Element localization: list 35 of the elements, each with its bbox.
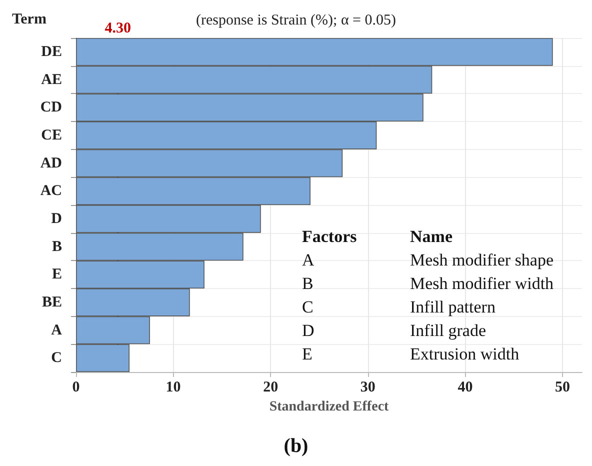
x-tick-label: 0 — [72, 380, 80, 396]
y-axis-title: Term — [12, 12, 47, 28]
chart-title: (response is Strain (%); α = 0.05) — [196, 12, 396, 28]
y-tick-label: C — [51, 350, 62, 366]
y-tick-label: D — [51, 210, 62, 227]
y-tick-label: AC — [40, 183, 62, 200]
y-tick-label: A — [51, 322, 62, 338]
y-tick-label: E — [52, 266, 62, 283]
ref-line-label: 4.30 — [104, 20, 131, 36]
y-tick-label: CE — [41, 127, 62, 144]
x-tick-label: 30 — [360, 380, 376, 396]
x-tick-label: 10 — [166, 380, 181, 396]
y-tick-label: CD — [40, 100, 62, 116]
x-axis-title: Standardized Effect — [269, 399, 390, 414]
annotation: Name — [410, 227, 453, 246]
x-tick-label: 20 — [263, 380, 278, 396]
annotation: E — [302, 344, 312, 364]
annotation: C — [302, 298, 314, 316]
x-tick-label: 50 — [555, 380, 570, 396]
annotation: Infill pattern — [410, 298, 496, 316]
annotation: Mesh modifier shape — [410, 250, 554, 270]
text: (b) — [284, 435, 308, 457]
y-tick-label: AE — [41, 72, 62, 88]
annotation: B — [302, 274, 314, 293]
annotation: Extrusion width — [410, 344, 520, 364]
y-tick-label: AD — [40, 155, 62, 172]
x-tick-label: 40 — [458, 380, 473, 396]
y-tick-label: BE — [42, 294, 62, 310]
annotation: Factors — [302, 227, 358, 246]
annotation: A — [302, 250, 315, 270]
y-tick-label: B — [52, 238, 62, 255]
annotation: Mesh modifier width — [410, 274, 554, 293]
y-tick-label: DE — [41, 44, 62, 60]
annotation: Infill grade — [410, 321, 486, 340]
annotation: D — [302, 321, 314, 340]
